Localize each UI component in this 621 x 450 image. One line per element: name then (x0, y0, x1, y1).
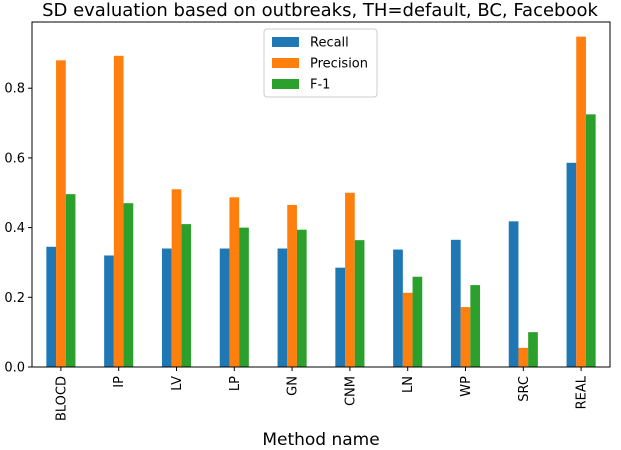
bar-precision-ip (113, 55, 124, 368)
bar-f1-ln (412, 276, 423, 367)
bar-f1-gn (296, 229, 307, 367)
bar-f1-src (528, 332, 538, 367)
x-tick-label: BLOCD (54, 376, 69, 421)
bar-recall-lv (161, 248, 172, 367)
y-tick-label: 0.6 (4, 151, 25, 166)
x-tick-label: SRC (517, 376, 532, 402)
x-axis: BLOCD IP LV LP GN CNM LN WP SRC REAL (54, 367, 590, 421)
bar-recall-lp (219, 248, 230, 367)
y-tick-label: 0.2 (4, 291, 25, 306)
bar-precision-gn (287, 204, 297, 367)
bar-f1-wp (470, 285, 481, 367)
y-tick-label: 0.8 (4, 82, 25, 97)
bar-precision-blocd (56, 60, 66, 367)
bar-precision-ln (402, 292, 413, 367)
x-tick-label: WP (459, 376, 474, 397)
bar-precision-src (518, 347, 529, 367)
x-tick-label: LP (228, 376, 243, 391)
legend-label: Recall (310, 36, 349, 51)
x-tick-label: LN (401, 376, 416, 393)
bar-f1-ip (123, 203, 134, 367)
legend: Recall Precision F-1 (263, 28, 378, 98)
legend-swatch (272, 37, 299, 47)
bars-group (46, 36, 596, 368)
x-axis-label: Method name (262, 430, 379, 450)
y-tick-label: 0.4 (4, 221, 25, 236)
bar-recall-blocd (46, 246, 57, 367)
x-tick-label: LV (170, 376, 185, 391)
bar-recall-wp (450, 239, 461, 367)
bar-precision-wp (460, 307, 471, 367)
bar-recall-ip (104, 255, 114, 367)
bar-precision-real (576, 36, 586, 367)
x-tick-label: GN (286, 376, 301, 396)
legend-label: F-1 (310, 78, 330, 93)
legend-swatch (272, 58, 299, 68)
bar-f1-blocd (65, 194, 76, 367)
legend-swatch (272, 79, 299, 89)
bar-recall-ln (393, 249, 403, 367)
chart-title: SD evaluation based on outbreaks, TH=def… (42, 0, 598, 21)
x-tick-label: REAL (575, 375, 590, 409)
bar-recall-cnm (335, 267, 346, 367)
bar-f1-lp (239, 227, 249, 367)
bar-precision-lp (229, 197, 240, 367)
plot-frame (31, 21, 611, 368)
bar-precision-cnm (345, 192, 355, 367)
bar-f1-cnm (354, 240, 365, 367)
x-tick-label: IP (112, 376, 127, 388)
x-tick-label: CNM (343, 376, 358, 406)
y-axis: 0.0 0.2 0.4 0.6 0.8 (4, 82, 32, 376)
bar-f1-real (585, 114, 596, 367)
bar-precision-lv (171, 189, 182, 367)
bar-recall-src (508, 221, 519, 367)
legend-label: Precision (310, 57, 368, 72)
bar-f1-lv (181, 224, 192, 367)
y-tick-label: 0.0 (4, 361, 25, 376)
bar-recall-gn (277, 248, 288, 367)
bar-recall-real (566, 162, 577, 367)
